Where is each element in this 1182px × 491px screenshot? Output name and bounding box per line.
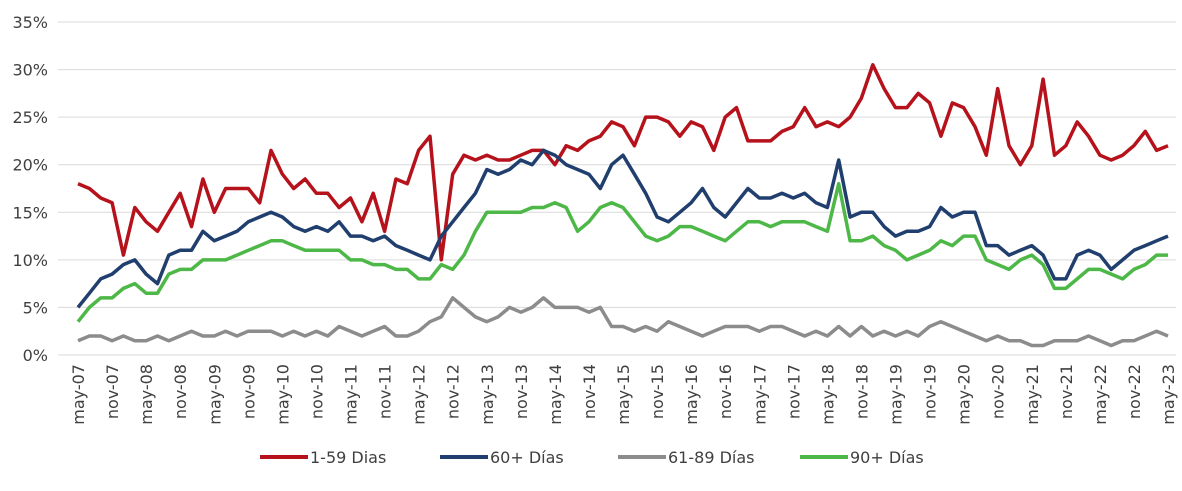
y-tick-label: 35% bbox=[12, 13, 48, 32]
y-tick-label: 0% bbox=[23, 346, 48, 365]
series-line bbox=[77, 296, 1169, 348]
x-tick-label: may-17 bbox=[750, 364, 769, 425]
x-tick-label: nov-07 bbox=[103, 364, 122, 419]
x-tick-label: nov-10 bbox=[307, 364, 326, 419]
x-tick-label: may-15 bbox=[614, 364, 633, 425]
y-tick-label: 20% bbox=[12, 156, 48, 175]
x-tick-label: nov-19 bbox=[921, 364, 940, 419]
x-tick-label: may-16 bbox=[682, 364, 701, 425]
x-tick-label: may-14 bbox=[546, 364, 565, 425]
x-tick-label: nov-20 bbox=[989, 364, 1008, 419]
x-tick-label: may-08 bbox=[137, 364, 156, 425]
x-tick-label: may-21 bbox=[1023, 364, 1042, 425]
x-tick-label: may-07 bbox=[69, 364, 88, 425]
legend-label: 61-89 Días bbox=[668, 448, 754, 467]
x-tick-label: nov-18 bbox=[852, 364, 871, 419]
x-tick-label: may-23 bbox=[1159, 364, 1178, 425]
x-tick-label: may-10 bbox=[273, 364, 292, 425]
x-tick-label: nov-13 bbox=[512, 364, 531, 419]
x-tick-label: may-12 bbox=[410, 364, 429, 425]
x-tick-label: may-19 bbox=[887, 364, 906, 425]
legend-label: 60+ Días bbox=[490, 448, 564, 467]
series-line bbox=[76, 148, 1169, 309]
y-tick-label: 30% bbox=[12, 61, 48, 80]
y-tick-label: 5% bbox=[23, 298, 48, 317]
series-line bbox=[77, 63, 1169, 262]
x-tick-label: nov-21 bbox=[1057, 364, 1076, 419]
x-tick-label: may-11 bbox=[342, 364, 361, 425]
y-tick-label: 15% bbox=[12, 203, 48, 222]
legend-label: 90+ Días bbox=[850, 448, 924, 467]
x-tick-label: nov-22 bbox=[1125, 364, 1144, 419]
x-tick-label: may-20 bbox=[955, 364, 974, 425]
x-tick-label: nov-16 bbox=[716, 364, 735, 419]
x-tick-label: nov-14 bbox=[580, 364, 599, 419]
x-tick-label: may-13 bbox=[478, 364, 497, 425]
x-tick-label: may-09 bbox=[205, 364, 224, 425]
x-tick-label: may-22 bbox=[1091, 364, 1110, 425]
legend-label: 1-59 Dias bbox=[310, 448, 386, 467]
y-tick-label: 25% bbox=[12, 108, 48, 127]
y-tick-label: 10% bbox=[12, 251, 48, 270]
x-tick-label: nov-11 bbox=[376, 364, 395, 419]
x-tick-label: nov-09 bbox=[239, 364, 258, 419]
series-line bbox=[76, 181, 1168, 323]
x-tick-label: may-18 bbox=[818, 364, 837, 425]
x-tick-label: nov-15 bbox=[648, 364, 667, 419]
x-tick-label: nov-17 bbox=[784, 364, 803, 419]
x-tick-label: nov-12 bbox=[444, 364, 463, 419]
x-tick-label: nov-08 bbox=[171, 364, 190, 419]
